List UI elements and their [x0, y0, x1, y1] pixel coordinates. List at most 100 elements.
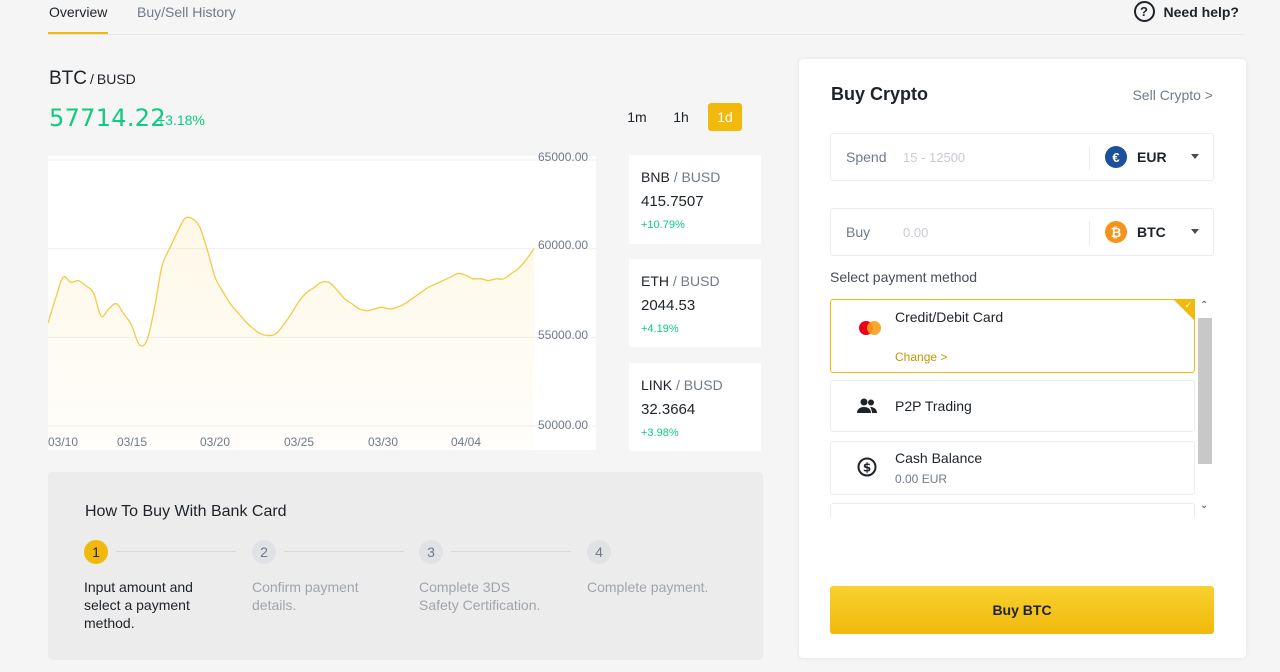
range-1h-button[interactable]: 1h [673, 109, 689, 125]
price-change: +3.18% [157, 112, 205, 128]
range-selector: 1m 1h 1d [620, 103, 742, 131]
step-4: 4 Complete payment. [587, 540, 708, 595]
ticker-card-eth[interactable]: ETH / BUSD 2044.53 +4.19% [629, 259, 761, 347]
chart-series-line [47, 216, 535, 347]
step-number: 2 [252, 540, 276, 564]
chart-svg [47, 159, 596, 450]
payment-option-name: Cash Balance [895, 450, 983, 466]
payment-list-scrollbar[interactable]: ⌃ ⌄ [1197, 300, 1213, 518]
x-tick-label: 03/20 [200, 435, 231, 449]
buy-crypto-panel: Buy Crypto Sell Crypto > Spend € EUR Buy… [799, 59, 1246, 658]
step-text: Complete 3DS Safety Certification. [419, 579, 541, 613]
payment-method-list: Credit/Debit Card Change > ✓ P2P Trading… [830, 299, 1215, 517]
need-help-label: Need help? [1163, 3, 1239, 20]
question-circle-icon: ? [1133, 1, 1155, 22]
payment-option-more[interactable] [830, 503, 1195, 517]
buy-currency: BTC [1137, 224, 1166, 240]
range-1d-button[interactable]: 1d [708, 103, 742, 131]
nav-divider [48, 34, 1244, 35]
payment-option-card[interactable]: Credit/Debit Card Change > ✓ [830, 299, 1195, 373]
panel-title: Buy Crypto [831, 84, 929, 104]
x-tick-label: 03/10 [48, 435, 79, 449]
selected-corner-badge [1173, 299, 1195, 321]
y-tick-label: 65000.00 [538, 150, 589, 164]
how-to-buy-section: How To Buy With Bank Card 1 Input amount… [48, 472, 763, 660]
need-help-link[interactable]: ? Need help? [1133, 1, 1239, 22]
step-connector [116, 551, 236, 552]
chevron-down-icon[interactable]: ⌄ [1200, 500, 1209, 511]
step-connector [451, 551, 571, 552]
x-tick-label: 03/15 [117, 435, 148, 449]
tab-buy-sell-history[interactable]: Buy/Sell History [137, 4, 236, 20]
ticker-price: 2044.53 [641, 297, 696, 314]
ticker-change: +10.79% [641, 219, 685, 231]
tab-overview[interactable]: Overview [49, 4, 108, 20]
dollar-circle-icon: $ [857, 457, 877, 482]
svg-text:$: $ [863, 461, 871, 475]
y-tick-label: 60000.00 [538, 238, 589, 252]
check-icon: ✓ [1184, 300, 1192, 310]
price-chart [47, 156, 596, 450]
step-text: Input amount and select a payment method… [84, 579, 193, 631]
ticker-quote: BUSD [683, 377, 723, 393]
x-tick-label: 04/04 [451, 435, 482, 449]
spend-label: Spend [846, 149, 887, 165]
spend-currency: EUR [1137, 149, 1167, 165]
step-3: 3 Complete 3DS Safety Certification. [419, 540, 571, 613]
ticker-card-link[interactable]: LINK / BUSD 32.3664 +3.98% [629, 363, 761, 451]
pair-base: BTC [49, 68, 87, 89]
step-number: 1 [84, 540, 108, 564]
payment-option-p2p[interactable]: P2P Trading [830, 380, 1195, 432]
current-price: 57714.22 [49, 104, 166, 132]
ticker-base: BNB [641, 169, 670, 185]
x-tick-label: 03/25 [284, 435, 315, 449]
ticker-price: 415.7507 [641, 193, 704, 210]
people-icon [857, 397, 877, 420]
mastercard-icon [857, 320, 883, 341]
buy-currency-select[interactable]: ₿ BTC [1105, 221, 1166, 243]
field-separator [1089, 221, 1090, 245]
y-axis: 65000.00 60000.00 55000.00 50000.00 [538, 150, 598, 440]
ticker-pair: BNB / BUSD [641, 169, 721, 185]
range-1m-button[interactable]: 1m [627, 109, 647, 125]
ticker-quote: BUSD [681, 169, 721, 185]
cash-balance-amount: 0.00 EUR [895, 472, 948, 486]
change-card-link[interactable]: Change > [895, 350, 948, 364]
y-tick-label: 50000.00 [538, 418, 589, 432]
ticker-quote: BUSD [680, 273, 720, 289]
ticker-change: +4.19% [641, 323, 679, 335]
payment-option-name: Credit/Debit Card [895, 309, 1004, 325]
buy-field: Buy ₿ BTC [830, 208, 1214, 256]
chart-area [48, 217, 534, 450]
step-1: 1 Input amount and select a payment meth… [84, 540, 236, 631]
ticker-card-bnb[interactable]: BNB / BUSD 415.7507 +10.79% [629, 155, 761, 244]
ticker-base: ETH [641, 273, 669, 289]
bitcoin-icon: ₿ [1105, 221, 1127, 243]
buy-label: Buy [846, 224, 871, 240]
ticker-base: LINK [641, 377, 673, 393]
step-number: 4 [587, 540, 611, 564]
y-tick-label: 55000.00 [538, 328, 589, 342]
buy-input[interactable] [903, 221, 1083, 243]
chevron-down-icon[interactable] [1191, 229, 1199, 234]
sell-crypto-link[interactable]: Sell Crypto > [1132, 87, 1213, 103]
chevron-down-icon[interactable] [1191, 154, 1199, 159]
spend-field: Spend € EUR [830, 133, 1214, 181]
ticker-pair: ETH / BUSD [641, 273, 720, 289]
spend-currency-select[interactable]: € EUR [1105, 146, 1167, 168]
buy-btc-button[interactable]: Buy BTC [830, 586, 1214, 634]
active-tab-indicator [48, 32, 108, 34]
step-2: 2 Confirm payment details. [252, 540, 404, 613]
ticker-price: 32.3664 [641, 401, 696, 418]
top-nav: Overview Buy/Sell History ? Need help? [0, 0, 1280, 36]
step-text: Complete payment. [587, 579, 709, 595]
scroll-thumb[interactable] [1198, 318, 1212, 464]
pair-title: BTC / BUSD [49, 68, 136, 89]
payment-option-cash-balance[interactable]: $ Cash Balance 0.00 EUR [830, 441, 1195, 495]
euro-icon: € [1105, 146, 1127, 168]
how-to-buy-title: How To Buy With Bank Card [85, 503, 287, 520]
step-text: Confirm payment details. [252, 579, 359, 613]
chevron-up-icon[interactable]: ⌃ [1200, 300, 1209, 311]
spend-input[interactable] [903, 146, 1083, 168]
pair-quote: BUSD [96, 71, 136, 87]
